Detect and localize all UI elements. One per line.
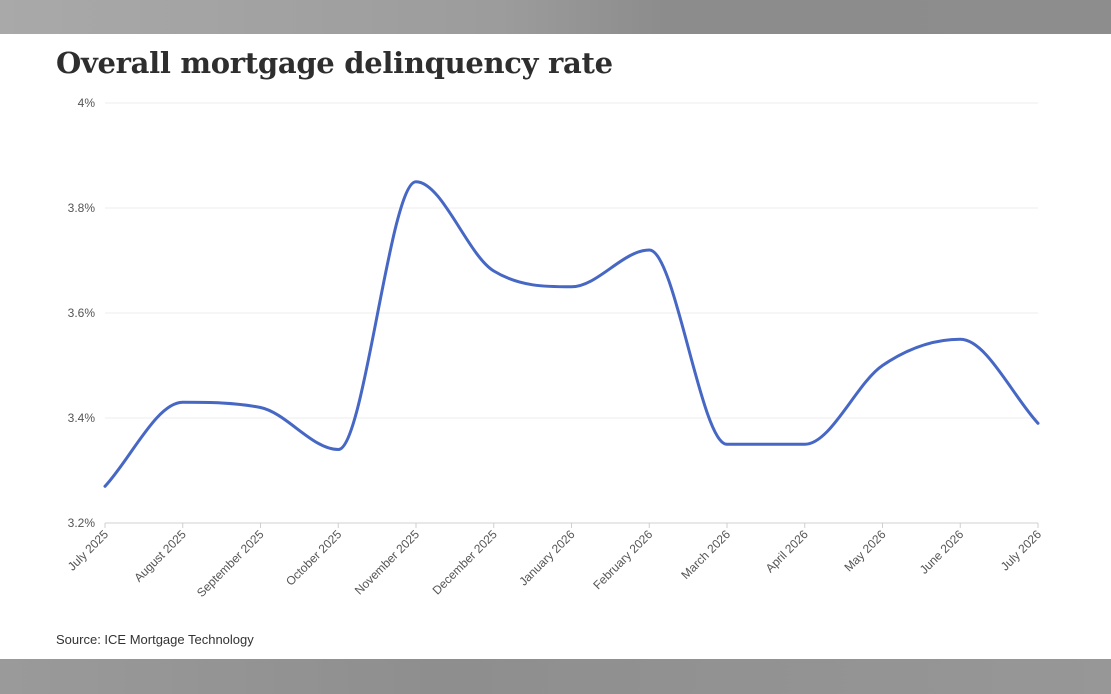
x-tick-label: November 2025 (352, 527, 423, 598)
chart-card: Overall mortgage delinquency rate 3.2% 3.… (0, 34, 1111, 659)
y-tick-label: 4% (78, 96, 96, 110)
x-tick-label: April 2026 (763, 527, 811, 575)
y-tick-label: 3.2% (68, 516, 96, 530)
x-tick-label: December 2025 (430, 527, 501, 598)
x-tick-label: March 2026 (678, 527, 733, 582)
chart-title: Overall mortgage delinquency rate (56, 46, 613, 80)
x-tick-label: October 2025 (283, 527, 345, 589)
x-tick-label: July 2025 (65, 527, 111, 573)
x-tick-label: August 2025 (131, 527, 189, 585)
x-tick-label: May 2026 (841, 527, 888, 574)
x-tick-label: June 2026 (917, 527, 967, 577)
x-tick-label: February 2026 (590, 527, 655, 592)
source-note: Source: ICE Mortgage Technology (56, 632, 254, 647)
y-tick-label: 3.8% (68, 201, 96, 215)
x-tick-label: July 2026 (998, 527, 1044, 573)
line-chart: 3.2% 3.4% 3.6% 3.8% 4% July 2025 August 2025 Se… (65, 96, 1044, 600)
bottom-border (0, 659, 1111, 694)
x-tick-label: September 2025 (194, 527, 267, 600)
y-tick-label: 3.4% (68, 411, 96, 425)
y-tick-label: 3.6% (68, 306, 96, 320)
top-border (0, 0, 1111, 34)
x-tick-label: January 2026 (516, 527, 578, 589)
series-line (103, 180, 1040, 488)
